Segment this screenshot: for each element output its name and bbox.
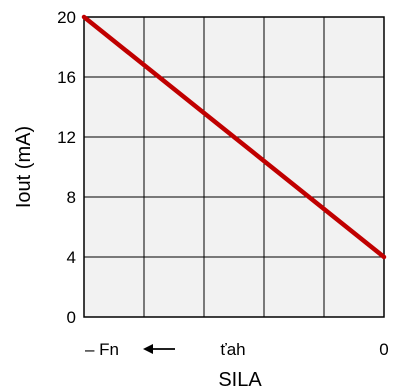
plot-frame xyxy=(83,16,385,318)
x-tick-label-right: 0 xyxy=(379,340,388,359)
left-arrow-icon xyxy=(143,344,175,354)
y-tick-label: 12 xyxy=(57,128,76,147)
y-axis-title: Iout (mA) xyxy=(13,126,35,208)
y-tick-label: 4 xyxy=(67,248,76,267)
y-tick-label: 0 xyxy=(67,308,76,327)
x-tick-label-left: – Fn xyxy=(85,340,119,359)
grid xyxy=(84,17,384,317)
series-layer xyxy=(81,14,387,260)
x-axis-title: SILA xyxy=(218,369,262,391)
y-tick-label: 16 xyxy=(57,68,76,87)
x-tick-label-middle: ťah xyxy=(220,340,245,359)
y-tick-label: 20 xyxy=(57,8,76,27)
y-tick-label: 8 xyxy=(67,188,76,207)
series-line xyxy=(81,14,387,260)
plot-area xyxy=(84,17,384,317)
y-tick-labels: 0 4 8 12 16 20 xyxy=(57,8,76,327)
